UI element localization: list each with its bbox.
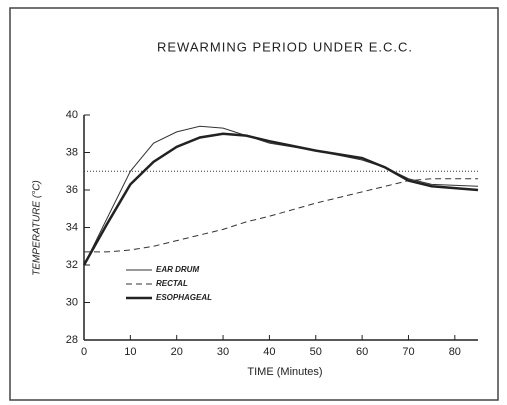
- legend-label: RECTAL: [156, 279, 188, 288]
- series-line: [83, 125, 479, 266]
- y-tick-label: 38: [66, 146, 78, 158]
- y-tick-label: 34: [66, 221, 78, 233]
- series-line: [84, 178, 478, 253]
- x-tick-label: 40: [263, 346, 275, 358]
- x-tick-label: 30: [217, 346, 229, 358]
- x-tick-label: 20: [171, 346, 183, 358]
- x-tick-label: 50: [310, 346, 322, 358]
- x-axis-label: TIME (Minutes): [247, 366, 322, 378]
- y-tick-label: 40: [66, 109, 78, 121]
- legend-label: EAR DRUM: [156, 265, 199, 274]
- x-tick-label: 80: [449, 346, 461, 358]
- y-axis-label: TEMPERATURE (°C): [32, 180, 43, 275]
- y-tick-label: 36: [66, 184, 78, 196]
- y-tick-label: 32: [66, 259, 78, 271]
- chart-title: REWARMING PERIOD UNDER E.C.C.: [157, 39, 413, 54]
- x-tick-label: 0: [81, 346, 87, 358]
- frame: [9, 7, 499, 401]
- x-tick-label: 70: [402, 346, 414, 358]
- x-tick-label: 60: [356, 346, 368, 358]
- y-tick-label: 28: [66, 334, 78, 346]
- series-line: [82, 132, 479, 266]
- x-tick-label: 10: [124, 346, 136, 358]
- y-tick-label: 30: [66, 296, 78, 308]
- legend-label: ESOPHAGEAL: [156, 293, 212, 302]
